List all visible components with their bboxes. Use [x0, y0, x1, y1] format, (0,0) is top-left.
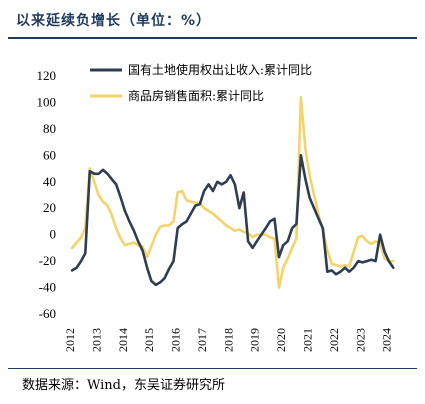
y-tick-label: 0 [50, 227, 57, 242]
x-tick-label: 2016 [169, 328, 183, 352]
title-divider [8, 37, 417, 39]
y-tick-label: -40 [39, 280, 56, 295]
y-tick-label: 80 [43, 121, 56, 136]
x-tick-label: 2019 [248, 328, 262, 352]
data-source-note: 数据来源：Wind，东吴证券研究所 [22, 378, 225, 393]
source-divider [8, 368, 417, 369]
chart-title: 以来延续负增长（单位：%） [16, 13, 212, 29]
x-tick-label: 2021 [301, 328, 315, 352]
x-tick-label: 2012 [63, 328, 77, 352]
y-axis-ticks: -60 -40 -20 0 20 40 60 80 100 120 [37, 68, 57, 321]
y-tick-label: -20 [39, 253, 56, 268]
y-tick-label: 120 [37, 68, 57, 83]
x-axis-ticks: 2012 2013 2014 2015 2016 2017 2018 2019 2020 2021… [63, 328, 394, 352]
x-tick-label: 2014 [116, 328, 130, 352]
y-tick-label: 20 [43, 200, 56, 215]
y-tick-label: -60 [39, 306, 56, 321]
y-tick-label: 60 [43, 147, 56, 162]
y-tick-label: 100 [37, 94, 57, 109]
x-tick-label: 2015 [142, 328, 156, 352]
series-layer [70, 95, 395, 289]
x-tick-label: 2023 [353, 328, 367, 352]
x-tick-label: 2020 [274, 328, 288, 352]
legend-label-housing-sales: 商品房销售面积:累计同比 [128, 88, 264, 103]
legend-label-land-revenue: 国有土地使用权出让收入:累计同比 [128, 62, 312, 77]
x-tick-label: 2018 [221, 328, 235, 352]
y-tick-label: 40 [43, 174, 56, 189]
series-line-land-revenue [70, 154, 395, 287]
x-tick-label: 2017 [195, 328, 209, 352]
x-tick-label: 2022 [327, 328, 341, 352]
x-tick-label: 2024 [380, 328, 394, 352]
x-tick-label: 2013 [89, 328, 103, 352]
series-line-housing-sales [70, 95, 395, 289]
